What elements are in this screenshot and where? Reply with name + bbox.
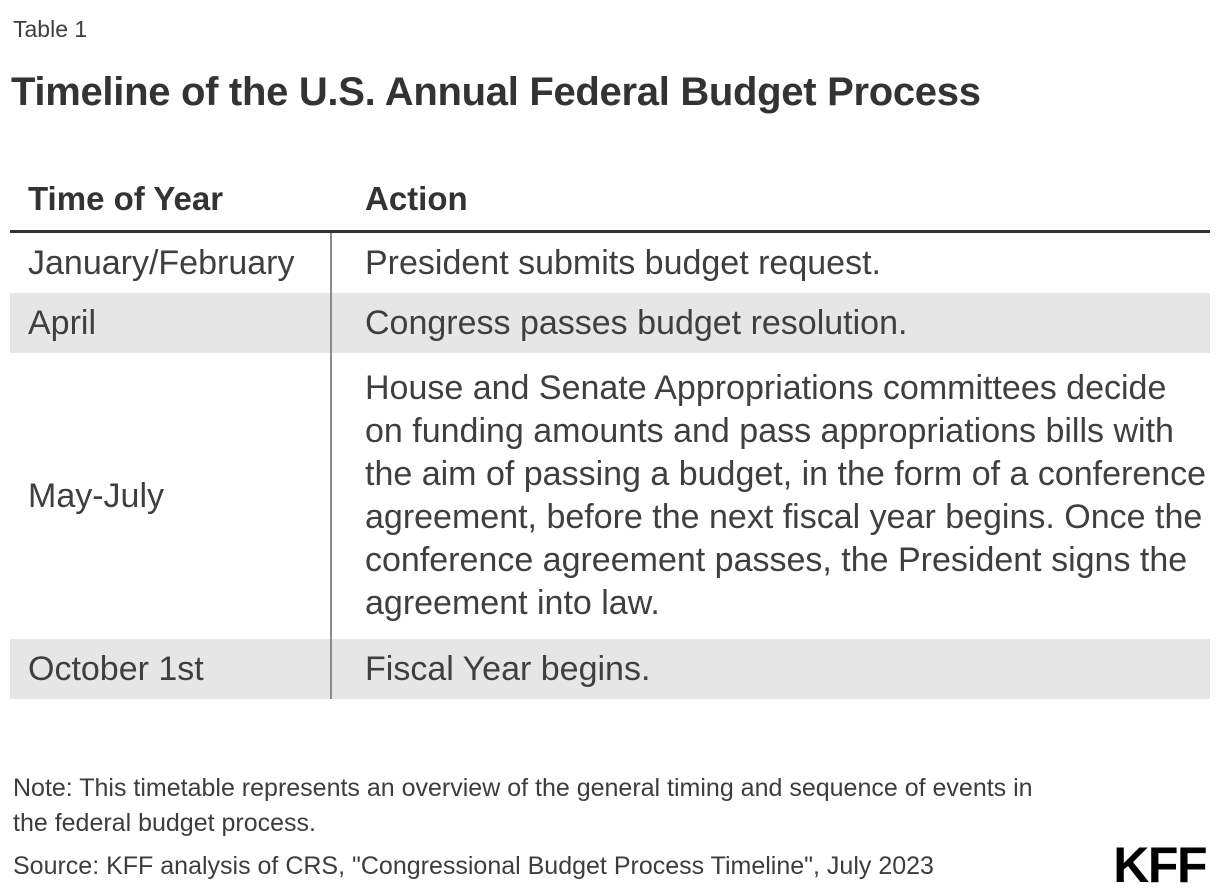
- cell-time: April: [10, 293, 330, 353]
- table-row: January/February President submits budge…: [10, 233, 1210, 293]
- cell-action: Fiscal Year begins.: [330, 639, 1210, 699]
- kff-logo: KFF: [1113, 837, 1207, 893]
- cell-time: October 1st: [10, 639, 330, 699]
- table-label: Table 1: [13, 16, 88, 42]
- action-value: Congress passes budget resolution.: [365, 304, 908, 342]
- time-value: April: [28, 303, 97, 342]
- header-cell-time-of-year: Time of Year: [28, 180, 224, 217]
- table-row: October 1st Fiscal Year begins.: [10, 639, 1210, 699]
- time-value: October 1st: [28, 649, 204, 688]
- action-value: House and Senate Appropriations committe…: [365, 369, 1207, 622]
- table-row: May-July House and Senate Appropriations…: [10, 353, 1210, 639]
- table-body: January/February President submits budge…: [10, 233, 1210, 699]
- cell-action: Congress passes budget resolution.: [330, 293, 1210, 353]
- cell-action: President submits budget request.: [330, 233, 1210, 293]
- note-line-2: the federal budget process.: [13, 809, 316, 837]
- chart-title: Timeline of the U.S. Annual Federal Budg…: [11, 70, 981, 114]
- header-cell-action: Action: [365, 180, 468, 217]
- action-value: Fiscal Year begins.: [365, 650, 651, 688]
- note-text: Note: This timetable represents an overv…: [13, 771, 1033, 841]
- time-value: May-July: [28, 476, 165, 515]
- table-header-row: Time of Year Action: [10, 165, 1210, 233]
- cell-action: House and Senate Appropriations committe…: [330, 353, 1210, 639]
- table-row: April Congress passes budget resolution.: [10, 293, 1210, 353]
- action-value: President submits budget request.: [365, 244, 881, 282]
- time-value: January/February: [28, 243, 295, 282]
- cell-time: January/February: [10, 233, 330, 293]
- source-text: Source: KFF analysis of CRS, "Congressio…: [13, 852, 934, 880]
- cell-time: May-July: [10, 353, 330, 639]
- note-line-1: Note: This timetable represents an overv…: [13, 774, 1033, 802]
- budget-timeline-table: Time of Year Action January/February Pre…: [10, 165, 1210, 699]
